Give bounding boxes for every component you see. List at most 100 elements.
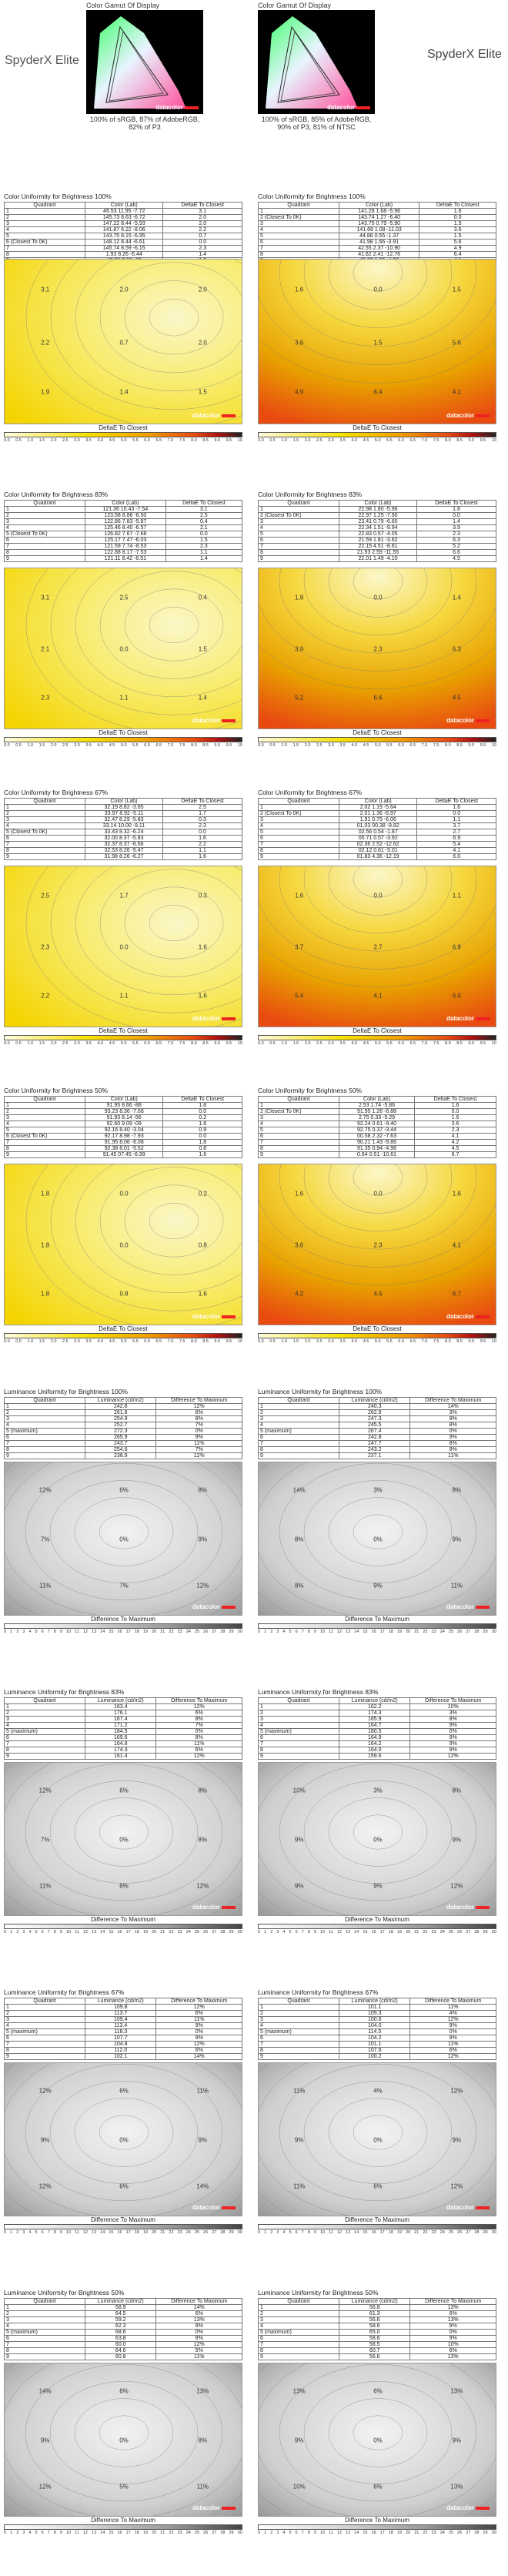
column-header: Luminance (cd/m2) [338, 1998, 411, 2005]
color-uniformity-map: 2.5 1.7 0.3 2.3 0.0 1.6 2.2 1.1 1.6 datacolor [4, 866, 242, 1027]
table-row: 1 141.28 1.68 -5.96 1.6 [258, 208, 496, 215]
uniformity-table: Quadrant Color (Lab) DeltaE To Closest 1 32.… [4, 798, 242, 860]
table-row: 6 169.6 8% [4, 1734, 242, 1741]
table-row: 2 145.73 8.63 -6.72 2.0 [4, 214, 242, 221]
scale-tick: 29 [229, 2531, 234, 2535]
table-cell: 9% [409, 2035, 496, 2042]
map-value: 2.3 [41, 694, 50, 702]
scale-tick: 9.5 [226, 1041, 232, 1046]
table-row: 7 164.2 9% [258, 1740, 496, 1747]
contour-line [259, 337, 496, 384]
map-value: 0.0 [119, 1190, 129, 1198]
table-cell: 164.7 [338, 1722, 411, 1729]
table-row: 7 58.5 10% [258, 2341, 496, 2348]
scale-tick: 6 [41, 2230, 44, 2235]
scale-tick: 2 [270, 1930, 273, 1935]
contour-line [259, 294, 496, 365]
scale-gradient [258, 1924, 496, 1929]
table-row: 2 113.7 6% [4, 2010, 242, 2017]
scale-gradient [4, 1623, 242, 1629]
table-cell: 3 [4, 1716, 85, 1723]
map-value: 2.1 [41, 645, 50, 653]
datacolor-logo-text: datacolor [192, 2204, 220, 2211]
table-cell: 9 [258, 2353, 339, 2360]
map-value: 1.8 [41, 1241, 50, 1249]
map-value: 11% [292, 2087, 306, 2095]
table-cell: 5 (maximum) [258, 1428, 339, 1435]
table-cell: 8 [4, 1446, 85, 1453]
scale-tick: 25 [448, 2531, 453, 2535]
contour-line [353, 1814, 403, 1850]
column-header: Color (Lab) [84, 1096, 164, 1103]
scale-tick: 2.5 [62, 743, 69, 748]
scale-ticks: 0 1 2 3 4 5 6 7 8 9 10 11 12 13 14 15 16 17 18 19 20 21 22 23 24… [258, 2530, 496, 2536]
table-cell: 22.15 4.51 -8.61 [338, 543, 418, 550]
table-cell: 22.34 1.51 -9.94 [338, 524, 418, 531]
table-row: 9 56.6 13% [258, 2353, 496, 2360]
contour-line [74, 1797, 174, 1867]
table-row: 4 92.60 9.09 -09 1.8 [4, 1121, 242, 1127]
scale-tick: 29 [483, 2531, 488, 2535]
scale-tick: 16 [371, 2230, 376, 2235]
scale-tick: 11 [329, 1630, 333, 1634]
table-cell: 0.7 [162, 233, 242, 240]
scale-tick: 5 [35, 1930, 38, 1935]
scale-tick: 23 [177, 1930, 182, 1935]
table-cell: 4 [258, 1121, 339, 1127]
scale-tick: 10 [319, 2531, 326, 2535]
scale-tick: 5.0 [374, 743, 381, 748]
table-cell: 3 [258, 1716, 339, 1723]
scale-tick: 16 [117, 2531, 122, 2535]
table-row: 2 262.9 3% [258, 1409, 496, 1416]
scale-tick: 22 [169, 1930, 174, 1935]
datacolor-logo: datacolor [327, 104, 370, 111]
table-cell: 9% [155, 2022, 242, 2029]
map-value: 1.7 [119, 892, 129, 899]
table-cell: 4.2 [414, 1139, 496, 1146]
contour-line [149, 1202, 199, 1240]
scale-tick: 5.0 [374, 1041, 381, 1046]
difference-scale: Difference To Maximum 0 1 2 3 4 5 6 7 8 9 10 11 12 13 1… [258, 2517, 496, 2536]
scale-tick: 6.5 [409, 438, 416, 443]
scale-tick: 2.0 [304, 1041, 311, 1046]
scale-tick: 7.5 [179, 1339, 185, 1344]
table-row: 6 125.17 7.47 -6.03 1.5 [4, 537, 243, 544]
column-header: Luminance (cd/m2) [84, 1397, 157, 1404]
scale-tick: 0.0 [258, 743, 264, 748]
table-cell: 1.6 [162, 853, 242, 860]
map-value: 12% [196, 1582, 209, 1589]
scale-tick: 20 [406, 1630, 411, 1634]
table-cell: 1.7 [162, 810, 242, 817]
spyder-logo: SpyderX Elite [427, 48, 502, 61]
scale-tick: 1.5 [292, 743, 299, 748]
table-cell: 2.7 [416, 829, 496, 836]
table-cell: 9% [409, 1734, 496, 1741]
scale-label: Difference To Maximum [91, 1916, 155, 1923]
scale-tick: 5.5 [132, 1339, 139, 1344]
scale-tick: 4.0 [97, 1339, 104, 1344]
table-cell: 104.2 [338, 2035, 411, 2042]
scale-tick: 9.5 [480, 1041, 486, 1046]
scale-tick: 3.5 [339, 743, 346, 748]
table-cell: 9 [4, 1452, 85, 1459]
scale-tick: 29 [483, 1930, 488, 1935]
scale-tick: 17 [379, 2531, 385, 2535]
table-cell: 4.5 [414, 1145, 496, 1152]
contour-line [25, 2063, 223, 2202]
scale-tick: 28 [220, 1930, 226, 1935]
scale-tick: 25 [194, 1630, 199, 1634]
table-cell: 245.5 [338, 1422, 411, 1429]
table-cell: 4 [4, 524, 85, 531]
table-row: 5 143.75 8.15 -6.95 0.7 [4, 233, 242, 240]
table-cell: 174.3 [338, 1710, 411, 1717]
map-value: 8% [452, 1787, 462, 1794]
table-row: 6 242.8 9% [258, 1434, 496, 1441]
table-cell: 60.7 [338, 2347, 411, 2354]
scale-tick: 5.0 [120, 743, 127, 748]
table-cell: 92.16 8.40 -3.04 [84, 1127, 164, 1134]
table-cell: 8 [258, 2047, 339, 2054]
table-row: 2 (Closest To 0K) 22.97 1.25 -7.90 0.0 [258, 512, 496, 519]
table-cell: 3 [4, 1114, 85, 1121]
map-value: 4.5 [452, 694, 461, 702]
table-cell: 2.1 [165, 524, 243, 531]
